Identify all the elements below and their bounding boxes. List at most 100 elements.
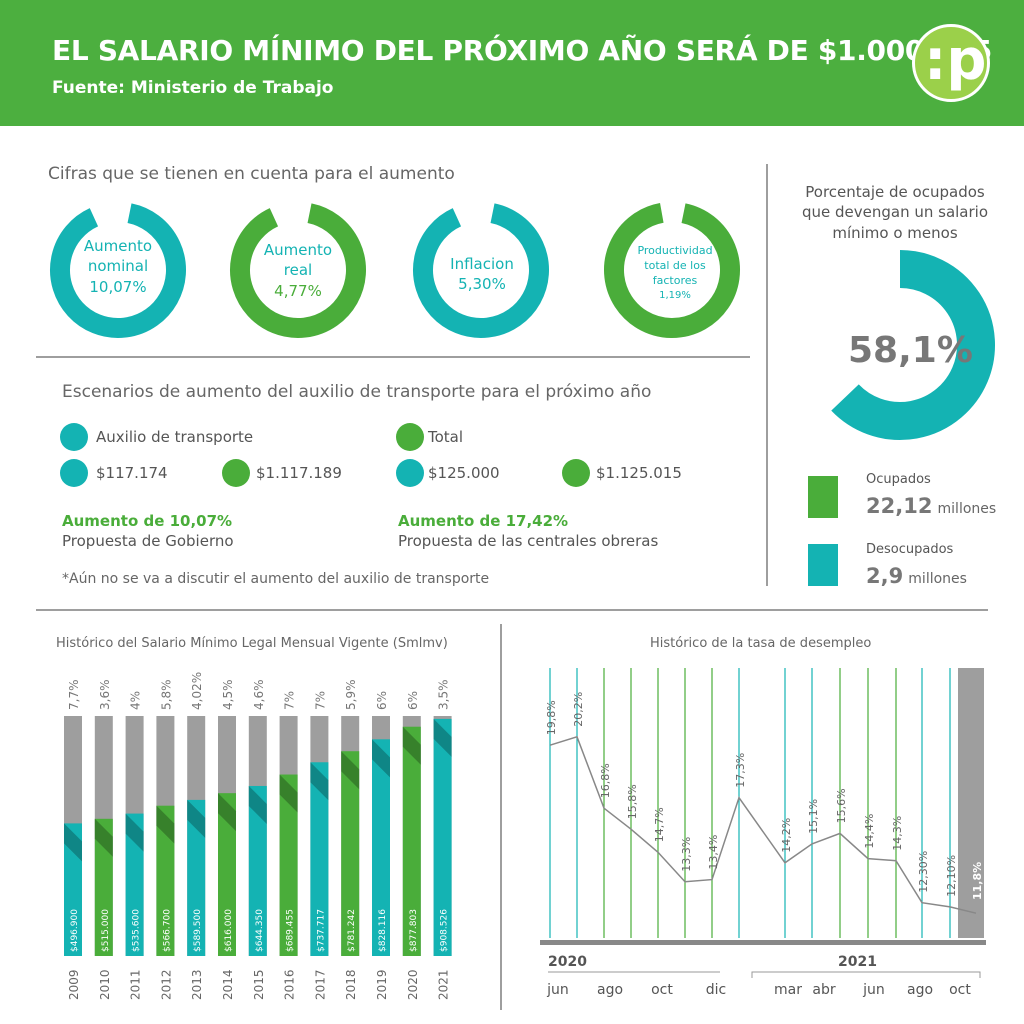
source-subtitle: Fuente: Ministerio de Trabajo [52,78,334,98]
salary-year-label: 2011 [129,969,143,1000]
gov-aux-value: $117.174 [96,464,168,482]
unemployment-chart: 19,8% 20,2% 16,8% 15,8% 14,7% 13,3% 13,4% 17,3%… [540,668,986,998]
unemployed-value-row: 2,9 millones [866,564,967,588]
gov-label: Propuesta de Gobierno [62,532,234,550]
gov-total-dot [222,459,250,487]
union-increase: Aumento de 17,42% [398,512,569,530]
salary-value-label: $828.116 [378,909,388,952]
unemp-x-label: jun [546,982,569,998]
gov-total-value: $1.117.189 [256,464,342,482]
union-label: Propuesta de las centrales obreras [398,532,659,550]
salary-increase-label: 5,9% [344,680,358,711]
salary-increase-label: 7% [313,691,327,710]
factor-ring-2 [413,203,549,338]
transport-title: Escenarios de aumento del auxilio de tra… [62,382,652,402]
unemployment-chart-title: Histórico de la tasa de desempleo [650,636,872,651]
salary-bar-band [218,793,236,832]
salary-bar [94,818,113,956]
salary-increase-label: 4% [129,691,143,710]
transport-note: *Aún no se va a discutir el aumento del … [62,571,490,587]
divider-1 [36,356,750,358]
divider-2 [36,609,988,611]
salary-increase-label: 7% [283,691,297,710]
unemp-x-label: mar [774,982,802,998]
unemp-line [549,735,977,914]
union-aux-value: $125.000 [428,464,500,482]
salary-bar [279,774,298,956]
unemp-value-label: 11,8% [971,862,984,900]
salary-bar [372,739,390,956]
employment-title-l3: mínimo o menos [832,223,958,242]
occupied-label: Ocupados [866,472,931,487]
salary-value-label: $644.350 [255,909,265,952]
unemployed-value: 2,9 [866,564,904,588]
unemp-x-label: abr [812,982,835,998]
ring-productivity-l1: Productividad [637,244,713,257]
unemp-year-line [751,971,981,978]
salary-bar-band [248,785,267,824]
factor-ring-1 [230,203,366,338]
unemp-value-label: 15,8% [626,784,639,819]
salary-year-label: 2018 [344,969,358,1000]
union-total-dot [562,459,590,487]
salary-bar-band [433,718,452,757]
unemp-value-label: 15,6% [835,788,848,823]
salary-bar [64,823,82,956]
salary-value-label: $877.803 [409,909,419,952]
page-title: EL SALARIO MÍNIMO DEL PRÓXIMO AÑO SERÁ D… [52,34,992,67]
unemp-value-label: 14,3% [891,816,904,851]
unemp-year-2021: 2021 [838,954,877,970]
employment-percent: 58,1% [848,330,973,371]
salary-increase-label: 4,5% [221,680,235,711]
salary-increase-label: 4,6% [252,680,266,711]
unemp-value-label: 12,10% [945,855,958,897]
salary-year-label: 2012 [159,969,173,1000]
unemp-value-label: 16,8% [599,763,612,798]
factor-ring-3 [604,203,740,338]
salary-year-label: 2017 [313,969,327,1000]
employment-title-l2: que devengan un salario [801,203,989,222]
salary-year-label: 2010 [98,969,112,1000]
salary-bar-band [94,818,113,857]
salary-year-label: 2016 [283,969,297,1000]
ring-nominal-l1: Aumento [83,237,153,255]
salary-increase-label: 7,7% [67,680,81,711]
unemp-x-label: ago [597,982,623,998]
ring-inflation-label: Inflacion 5,30% [428,254,536,295]
occupied-unit: millones [937,501,997,517]
unemp-value-label: 15,1% [807,799,820,834]
salary-bar-band [402,726,421,765]
salary-increase-label: 3,6% [98,680,112,711]
ring-real-l1: Aumento [263,241,333,259]
union-aux-dot [396,459,424,487]
legend-aux-dot [60,423,88,451]
salary-bar-band [341,751,360,790]
salary-chart: $496.900 7,7% 2009 $515.000 3,6% 2010 $535.600… [64,672,452,1000]
salary-value-label: $908.526 [440,909,450,952]
salary-value-label: $689.455 [286,909,296,952]
salary-year-label: 2009 [67,969,81,1000]
factor-ring-0 [50,203,186,338]
salary-bar-band [125,813,144,852]
salary-increase-label: 6% [406,691,420,710]
salary-value-label: $515.000 [101,909,111,952]
ring-productivity-l2: total de los [644,258,706,272]
factor-rings [50,203,740,338]
salary-value-label: $496.900 [70,909,80,952]
unemp-x-label: oct [651,982,673,998]
salary-bar [402,726,421,956]
salary-bar [248,785,267,956]
ring-inflation-value: 5,30% [458,275,506,294]
union-total-value: $1.125.015 [596,464,682,482]
occupied-value-row: 22,12 millones [866,494,996,518]
gov-aux-dot [60,459,88,487]
salary-bar-band [64,823,82,862]
unemp-value-label: 14,2% [780,818,793,853]
salary-bar-band [310,762,329,801]
salary-value-label: $589.500 [193,909,203,952]
salary-bar [433,718,452,956]
gov-increase: Aumento de 10,07% [62,512,233,530]
salary-value-label: $616.000 [224,909,234,952]
logo-icon [912,24,990,102]
unemp-x-label: oct [949,982,971,998]
